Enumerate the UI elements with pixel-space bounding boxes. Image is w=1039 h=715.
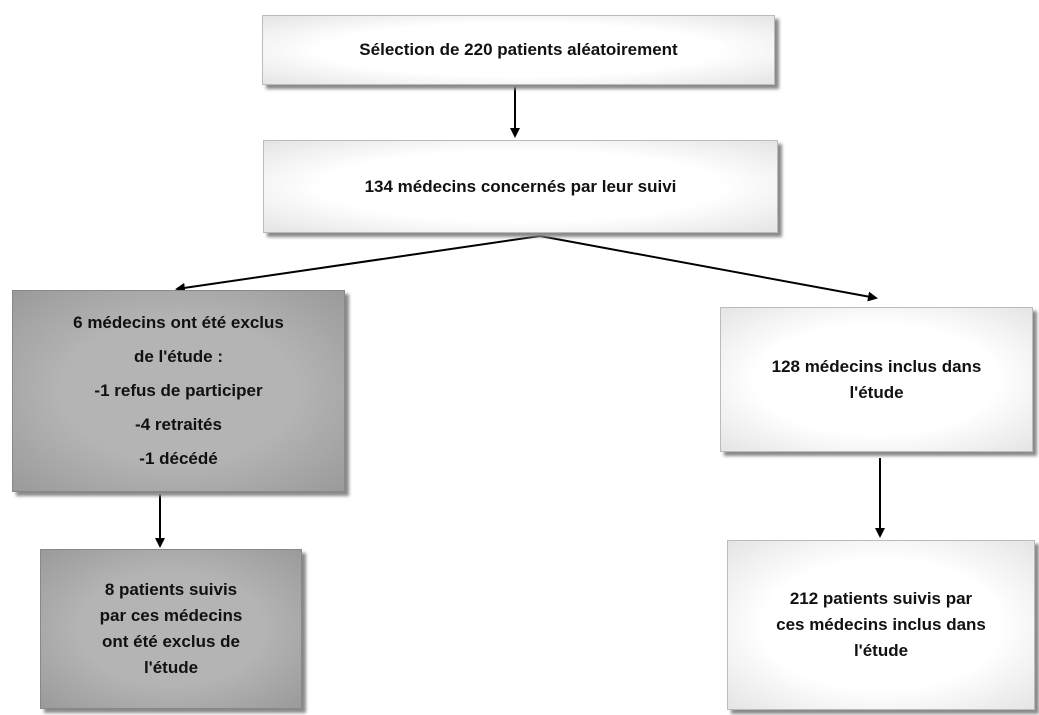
box-text: de l'étude : xyxy=(133,347,224,366)
box-text: -1 refus de participer xyxy=(94,381,263,400)
box-text: l'étude xyxy=(853,641,909,660)
box-text: l'étude xyxy=(143,658,199,677)
box-text: 8 patients suivis xyxy=(104,580,238,599)
box-text: 6 médecins ont été exclus xyxy=(73,313,284,332)
box: 128 médecins inclus dans l'étude xyxy=(720,307,1033,452)
box-text: 134 médecins concernés par leur suivi xyxy=(364,176,677,196)
box-text: -4 retraités xyxy=(135,415,222,434)
box: 212 patients suivis par ces médecins incl… xyxy=(727,540,1035,710)
box-text: 128 médecins inclus dans xyxy=(771,356,982,376)
box-text: ces médecins inclus dans xyxy=(776,615,986,634)
arrow xyxy=(539,235,878,302)
box: Sélection de 220 patients aléatoirement xyxy=(262,15,775,85)
box: 8 patients suivis par ces médecins ont été… xyxy=(40,549,302,709)
box-text: par ces médecins xyxy=(99,606,243,625)
box-text: Sélection de 220 patients aléatoirement xyxy=(359,40,678,59)
box-text: l'étude xyxy=(849,382,904,402)
box-text: 212 patients suivis par xyxy=(789,589,973,608)
box: 134 médecins concernés par leur suivi xyxy=(263,140,778,233)
box-text: -1 décédé xyxy=(139,449,218,468)
arrow xyxy=(175,235,541,293)
box-text: ont été exclus de xyxy=(102,632,240,651)
box: 6 médecins ont été exclus de l'étude : -1 … xyxy=(12,290,345,492)
